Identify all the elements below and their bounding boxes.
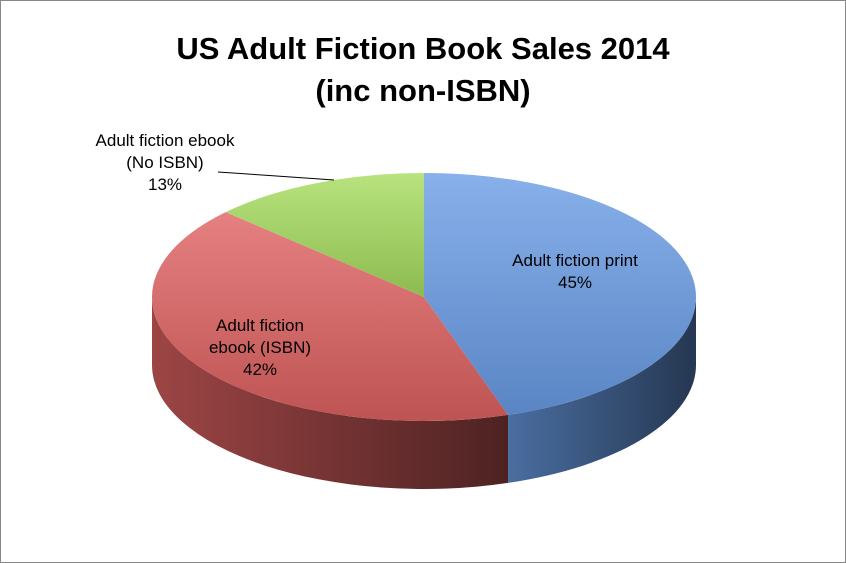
slice-name: Adult fiction ebook (ISBN) xyxy=(208,316,312,357)
slice-value: 42% xyxy=(242,360,278,379)
chart-title: US Adult Fiction Book Sales 2014 (inc no… xyxy=(176,31,670,108)
pie-slice xyxy=(424,173,696,415)
pie-sides xyxy=(152,297,696,490)
slice-value: 13% xyxy=(147,175,183,194)
data-label: Adult fiction ebook (ISBN) 42% xyxy=(195,315,325,381)
data-label: Adult fiction ebook (No ISBN) 13% xyxy=(80,130,250,196)
slice-name: Adult fiction ebook (No ISBN) xyxy=(95,131,235,172)
data-label: Adult fiction print 45% xyxy=(490,250,660,294)
pie-slice-side xyxy=(508,297,696,483)
slice-value: 45% xyxy=(557,273,593,292)
leader-line xyxy=(217,171,335,181)
slice-name: Adult fiction print xyxy=(512,251,638,270)
pie-slice xyxy=(225,173,424,297)
pie-slice xyxy=(152,212,509,421)
pie-tops xyxy=(152,173,696,421)
pie-slice-side xyxy=(152,297,509,490)
